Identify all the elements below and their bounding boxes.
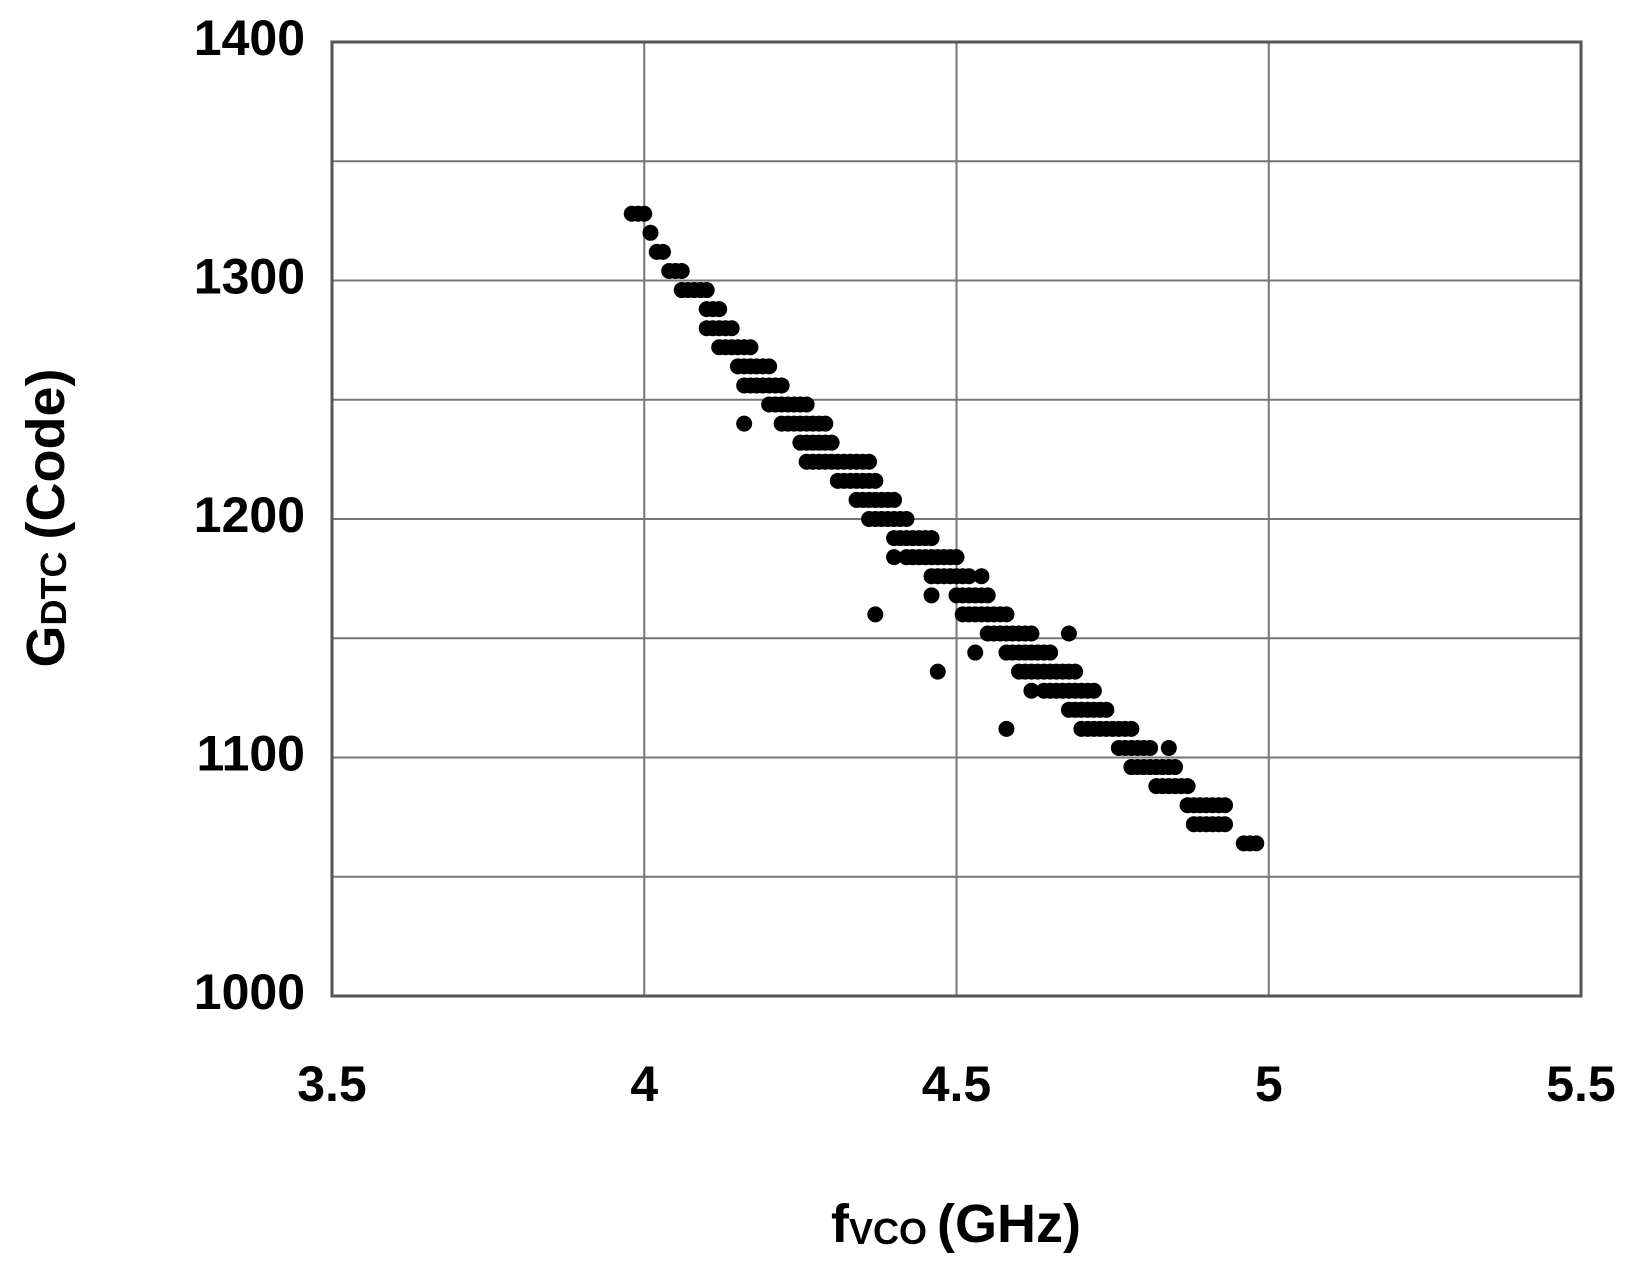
point	[1167, 759, 1184, 776]
point	[998, 606, 1015, 623]
point	[886, 549, 903, 566]
x-tick-label: 4	[630, 1056, 658, 1112]
point	[1248, 835, 1265, 852]
y-tick-label: 1200	[194, 487, 305, 543]
x-label-sub: VCO	[849, 1211, 927, 1252]
point	[967, 644, 984, 661]
point	[817, 415, 834, 432]
y-tick-label: 1000	[194, 964, 305, 1020]
point	[867, 606, 884, 623]
point	[1217, 797, 1234, 814]
y-label-rest: (Code)	[16, 369, 76, 540]
x-tick-label: 4.5	[922, 1056, 992, 1112]
x-label-rest: (GHz)	[937, 1194, 1081, 1254]
x-axis-label: fVCO (GHz)	[831, 1194, 1081, 1254]
point	[636, 205, 653, 222]
x-tick-label: 5	[1255, 1056, 1283, 1112]
point	[929, 663, 946, 680]
point	[867, 472, 884, 489]
x-tick-label: 5.5	[1546, 1056, 1616, 1112]
y-label-main: G	[16, 625, 76, 667]
y-axis-label: GDTC (Code)	[16, 369, 76, 668]
y-label-sub: DTC	[33, 551, 74, 625]
point	[948, 549, 965, 566]
plot-frame	[330, 40, 1583, 998]
point	[886, 491, 903, 508]
y-tick-label: 1300	[194, 249, 305, 305]
point	[736, 415, 753, 432]
point	[723, 320, 740, 337]
point	[1179, 778, 1196, 795]
point	[973, 568, 990, 585]
point	[1023, 682, 1040, 699]
point	[861, 453, 878, 470]
point	[823, 434, 840, 451]
point	[923, 530, 940, 547]
point	[998, 720, 1015, 737]
point	[1085, 682, 1102, 699]
point	[673, 262, 690, 279]
point	[960, 568, 977, 585]
point	[923, 587, 940, 604]
point	[798, 396, 815, 413]
point	[1142, 739, 1159, 756]
point	[698, 282, 715, 299]
point	[1023, 625, 1040, 642]
x-label-main: f	[831, 1194, 850, 1254]
y-tick-label: 1400	[194, 10, 305, 66]
x-tick-label: 3.5	[297, 1056, 367, 1112]
point	[1042, 644, 1059, 661]
point	[1067, 663, 1084, 680]
point	[773, 377, 790, 394]
point	[761, 358, 778, 375]
point	[1098, 701, 1115, 718]
point	[898, 511, 915, 527]
point	[742, 339, 759, 356]
point	[654, 243, 671, 260]
point	[1160, 739, 1177, 756]
y-tick-label: 1100	[197, 726, 305, 782]
point	[1217, 816, 1234, 833]
point	[1060, 625, 1077, 642]
point	[711, 301, 728, 318]
point	[1123, 720, 1140, 737]
point	[642, 224, 659, 241]
point	[979, 587, 996, 604]
